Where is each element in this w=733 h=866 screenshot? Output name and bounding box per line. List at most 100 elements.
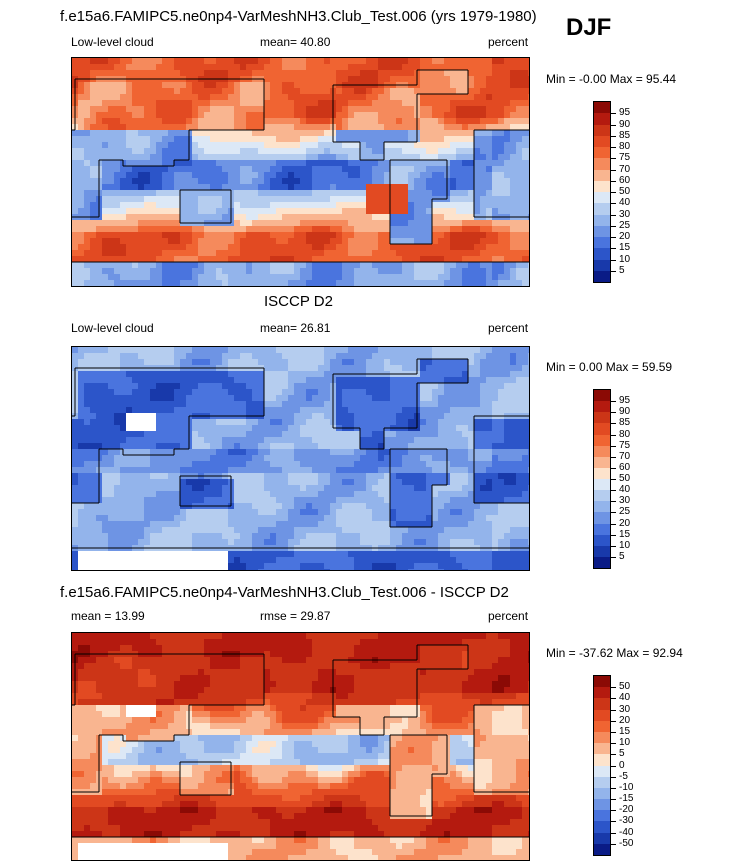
colorbar-tick-label: 90	[619, 406, 631, 417]
colorbar-tick-label: 80	[619, 429, 631, 440]
panel-2-mean-label: mean= 26.81	[260, 321, 331, 335]
colorbar-tick-mark	[611, 844, 616, 845]
colorbar-tick-mark	[611, 721, 616, 722]
colorbar-tick-mark	[611, 226, 616, 227]
colorbar-swatch	[594, 456, 610, 468]
colorbar-tick-label: 70	[619, 451, 631, 462]
colorbar-swatch	[594, 731, 610, 744]
panel-1-mean-label: mean= 40.80	[260, 35, 331, 49]
colorbar-swatch	[594, 467, 610, 479]
colorbar-tick-label: -50	[619, 838, 634, 849]
panel-3-mean-label: mean = 13.99	[71, 609, 145, 623]
colorbar-swatch	[594, 556, 610, 568]
colorbar-tick-label: 60	[619, 175, 631, 186]
colorbar-swatch	[594, 523, 610, 535]
panel-1-minmax: Min = -0.00 Max = 95.44	[546, 72, 677, 86]
panel-3-map	[71, 632, 530, 861]
colorbar-swatch	[594, 776, 610, 788]
colorbar-swatches	[593, 101, 611, 283]
colorbar-tick-mark	[611, 237, 616, 238]
colorbar-swatch	[594, 709, 610, 721]
colorbar-tick-mark	[611, 181, 616, 182]
colorbar-swatch	[594, 169, 610, 181]
panel-2-units-label: percent	[488, 321, 529, 335]
colorbar-swatch	[594, 423, 610, 435]
colorbar-swatch	[594, 720, 610, 732]
colorbar-tick-mark	[611, 743, 616, 744]
colorbar-swatch	[594, 743, 610, 755]
colorbar-tick-mark	[611, 766, 616, 767]
colorbar-tick-mark	[611, 158, 616, 159]
colorbar-tick-label: 75	[619, 152, 631, 163]
colorbar-tick-mark	[611, 248, 616, 249]
colorbar-tick-mark	[611, 833, 616, 834]
colorbar-tick-mark	[611, 754, 616, 755]
colorbar-tick-label: 5	[619, 265, 625, 276]
colorbar-tick-label: 50	[619, 186, 631, 197]
colorbar-tick-mark	[611, 136, 616, 137]
colorbar-swatch	[594, 512, 610, 524]
colorbar-tick-mark	[611, 535, 616, 536]
colorbar-tick-label: 95	[619, 395, 631, 406]
colorbar-swatch	[594, 434, 610, 446]
panel-3-rmse-label: rmse = 29.87	[260, 609, 331, 623]
colorbar-swatch	[594, 401, 610, 413]
colorbar-swatch	[594, 135, 610, 147]
colorbar-tick-label: 0	[619, 760, 625, 771]
colorbar-swatch	[594, 765, 610, 777]
colorbar-tick-label: 20	[619, 518, 631, 529]
coastline	[72, 358, 529, 549]
colorbar-tick-mark	[611, 457, 616, 458]
colorbar-tick-mark	[611, 501, 616, 502]
colorbar-swatch	[594, 158, 610, 170]
colorbar-tick-label: 15	[619, 242, 631, 253]
colorbar-tick-mark	[611, 788, 616, 789]
colorbar-tick-label: 75	[619, 440, 631, 451]
panel-3-units-label: percent	[488, 609, 529, 623]
colorbar-tick-label: 25	[619, 506, 631, 517]
colorbar-tick-mark	[611, 698, 616, 699]
panel-2-title: ISCCP D2	[264, 293, 333, 310]
colorbar-tick-label: -20	[619, 804, 634, 815]
colorbar-tick-mark	[611, 490, 616, 491]
colorbar-tick-label: 5	[619, 748, 625, 759]
colorbar-tick-label: 20	[619, 231, 631, 242]
colorbar-tick-label: -40	[619, 827, 634, 838]
colorbar-tick-label: 20	[619, 715, 631, 726]
colorbar-swatch	[594, 810, 610, 822]
colorbar-tick-label: -30	[619, 815, 634, 826]
colorbar-tick-mark	[611, 215, 616, 216]
colorbar-tick-mark	[611, 170, 616, 171]
colorbar-tick-label: 80	[619, 141, 631, 152]
colorbar-tick-mark	[611, 401, 616, 402]
colorbar-tick-label: 95	[619, 107, 631, 118]
colorbar-tick-label: 50	[619, 681, 631, 692]
colorbar-tick-label: 10	[619, 737, 631, 748]
colorbar-tick-mark	[611, 732, 616, 733]
colorbar-tick-label: 40	[619, 692, 631, 703]
colorbar-tick-label: 10	[619, 540, 631, 551]
colorbar-swatch	[594, 490, 610, 502]
panel-1-left-label: Low-level cloud	[71, 35, 154, 49]
colorbar-tick-mark	[611, 113, 616, 114]
colorbar-tick-mark	[611, 710, 616, 711]
colorbar-swatch	[594, 390, 610, 402]
colorbar-tick-label: 70	[619, 164, 631, 175]
colorbar-tick-label: 40	[619, 197, 631, 208]
colorbar-tick-label: 30	[619, 495, 631, 506]
colorbar-swatch	[594, 237, 610, 249]
coastline	[72, 644, 529, 838]
colorbar-tick-mark	[611, 271, 616, 272]
colorbar-swatch	[594, 501, 610, 513]
colorbar-swatch	[594, 754, 610, 766]
colorbar-swatch	[594, 113, 610, 125]
panel-2-left-label: Low-level cloud	[71, 321, 154, 335]
colorbar-swatch	[594, 445, 610, 457]
colorbar-tick-label: -15	[619, 793, 634, 804]
coastline	[72, 69, 529, 263]
colorbar-tick-mark	[611, 810, 616, 811]
colorbar-tick-mark	[611, 125, 616, 126]
colorbar-tick-label: 85	[619, 130, 631, 141]
colorbar-tick-mark	[611, 821, 616, 822]
colorbar-tick-mark	[611, 512, 616, 513]
